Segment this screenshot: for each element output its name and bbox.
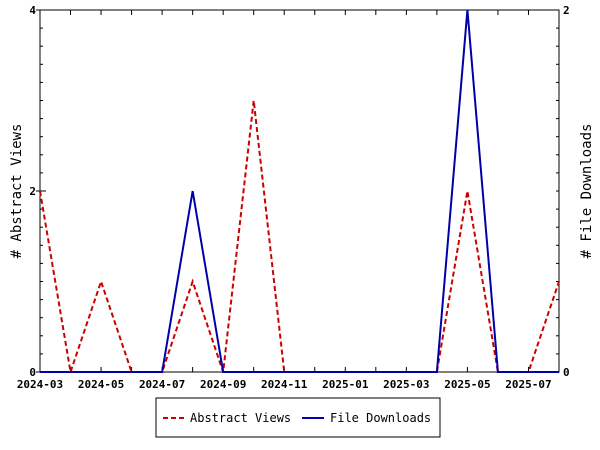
- x-tick-label: 2024-07: [139, 378, 185, 391]
- legend-label-abstract-views: Abstract Views: [190, 411, 291, 425]
- y-tick-label-left: 2: [29, 185, 36, 198]
- series-lines: [39, 9, 560, 373]
- x-tick-label: 2025-05: [444, 378, 490, 391]
- y-axis-title-left: # Abstract Views: [9, 124, 25, 259]
- plot-area: [39, 9, 560, 373]
- legend-box: [155, 397, 441, 438]
- x-tick-label: 2024-03: [17, 378, 63, 391]
- y-tick-label-left: 0: [29, 366, 36, 379]
- x-tick-label: 2024-09: [200, 378, 246, 391]
- series-line-file-downloads: [40, 9, 559, 373]
- legend: Abstract Views File Downloads: [155, 397, 441, 438]
- x-tick-label: 2024-05: [78, 378, 124, 391]
- y-tick-label-right: 0: [563, 366, 570, 379]
- x-tick-label: 2024-11: [261, 378, 308, 391]
- y-tick-label-left: 4: [29, 4, 36, 17]
- x-tick-label: 2025-03: [383, 378, 429, 391]
- tick-labels: 2024-03 2024-05 2024-07 2024-09 2024-11 2025-…: [17, 4, 570, 391]
- y-axis-title-right: # File Downloads: [579, 124, 595, 259]
- legend-label-file-downloads: File Downloads: [330, 411, 431, 425]
- y-tick-label-right: 2: [563, 4, 570, 17]
- x-tick-label: 2025-01: [322, 378, 369, 391]
- x-tick-label: 2025-07: [505, 378, 551, 391]
